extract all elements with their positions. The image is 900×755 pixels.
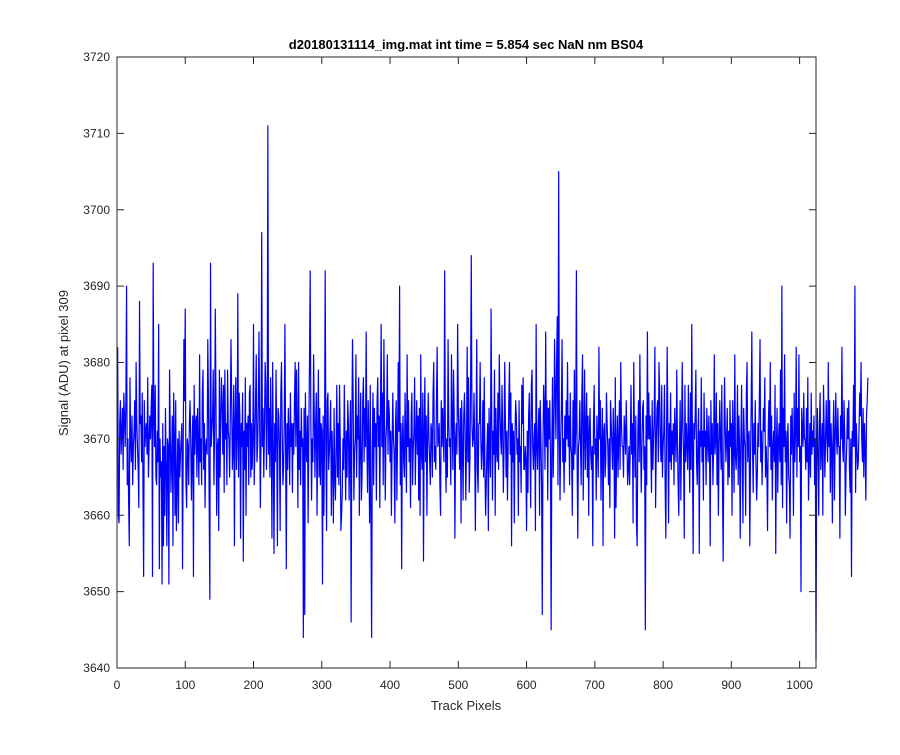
x-tick-label: 100 — [175, 678, 195, 692]
x-tick-label: 900 — [721, 678, 741, 692]
x-tick-label: 300 — [312, 678, 332, 692]
y-tick-label: 3650 — [83, 585, 110, 599]
x-tick-label: 800 — [653, 678, 673, 692]
x-axis-label: Track Pixels — [431, 698, 502, 713]
y-tick-label: 3720 — [83, 50, 110, 64]
chart-title: d20180131114_img.mat int time = 5.854 se… — [289, 37, 644, 52]
x-tick-label: 600 — [517, 678, 537, 692]
x-tick-label: 700 — [585, 678, 605, 692]
y-tick-label: 3640 — [83, 661, 110, 675]
x-tick-label: 200 — [244, 678, 264, 692]
y-axis: 3640 3650 3660 3670 3680 3690 3700 3710 3720 — [83, 50, 816, 675]
y-tick-label: 3700 — [83, 203, 110, 217]
x-axis: 0 100 200 300 400 500 600 700 800 900 1000 — [114, 57, 813, 692]
y-tick-label: 3690 — [83, 279, 110, 293]
series-line — [117, 125, 869, 661]
y-tick-label: 3710 — [83, 126, 110, 140]
y-axis-label: Signal (ADU) at pixel 309 — [56, 290, 71, 436]
y-tick-label: 3680 — [83, 356, 110, 370]
x-tick-label: 500 — [448, 678, 468, 692]
x-tick-label: 0 — [114, 678, 121, 692]
x-tick-label: 1000 — [786, 678, 813, 692]
y-tick-label: 3670 — [83, 432, 110, 446]
y-tick-label: 3660 — [83, 508, 110, 522]
x-tick-label: 400 — [380, 678, 400, 692]
